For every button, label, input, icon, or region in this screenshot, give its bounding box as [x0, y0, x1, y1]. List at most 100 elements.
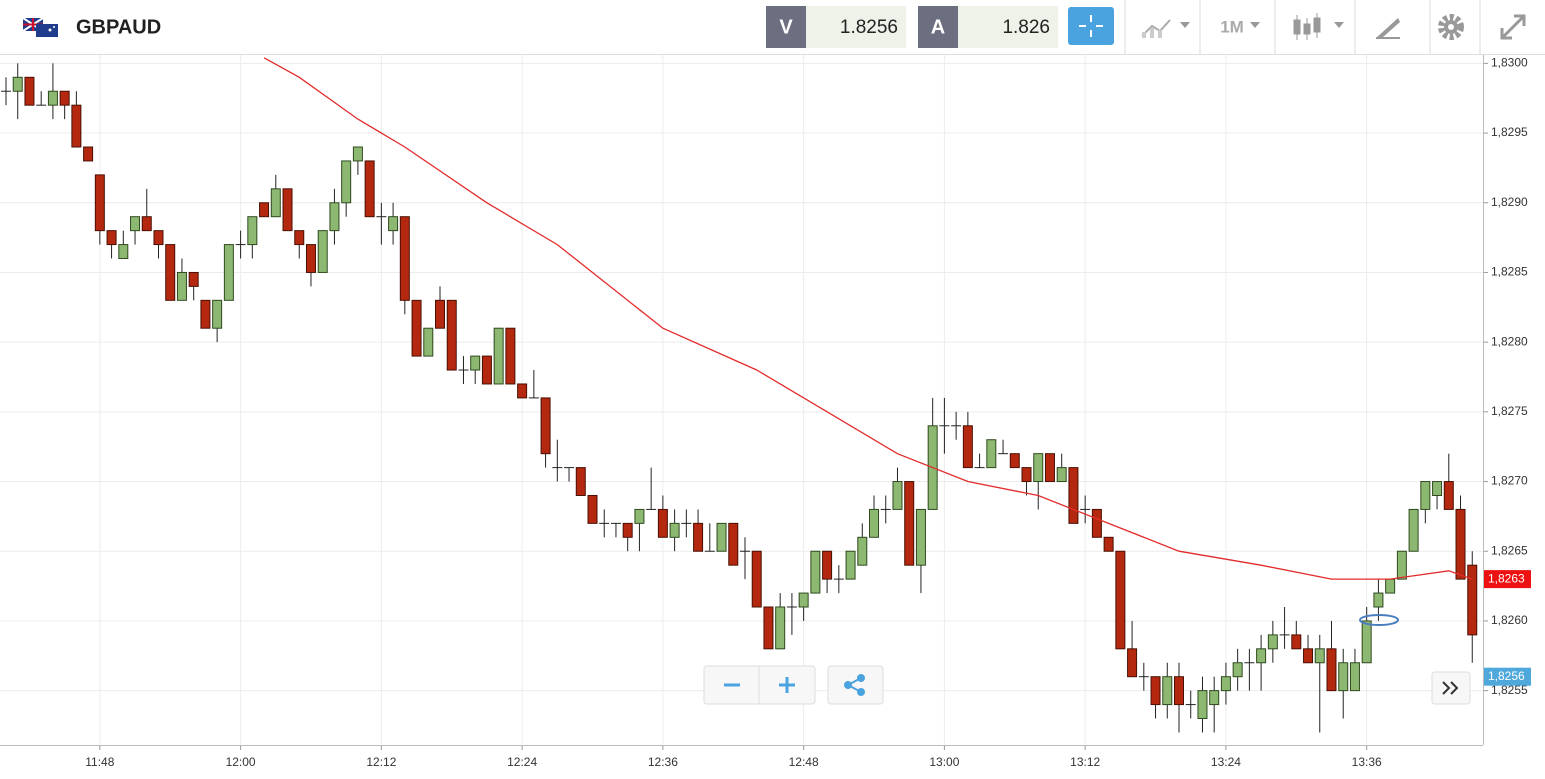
share-box [827, 665, 884, 705]
draw-button[interactable] [1376, 18, 1400, 39]
candle-body [1091, 508, 1102, 538]
moving-average-line [263, 57, 1473, 580]
scroll-end-button[interactable] [1442, 681, 1459, 695]
candle-body [716, 522, 727, 552]
y-tick-label: 1,8265 [1491, 543, 1528, 557]
y-tick-label: 1,8280 [1491, 334, 1528, 348]
crosshair-button[interactable] [1068, 7, 1114, 45]
candle-body [1127, 648, 1138, 678]
candle-body [282, 188, 293, 232]
candle-body [1197, 690, 1208, 720]
candle-body [775, 606, 786, 650]
candle-body [1291, 634, 1302, 650]
candle-body [575, 467, 586, 496]
y-tick-label: 1,8290 [1491, 195, 1528, 209]
settings-button[interactable] [1438, 14, 1464, 40]
candle-body [962, 425, 973, 469]
candle-body [270, 188, 281, 218]
ask-label: A [931, 16, 945, 38]
zoom-in-button[interactable] [779, 677, 795, 693]
candle-body [1162, 676, 1173, 706]
timeframe[interactable]: 1M [1220, 17, 1244, 36]
candle-body [71, 104, 82, 148]
candle-body [622, 522, 633, 538]
candle-body [657, 508, 668, 538]
annotation-ellipse [1359, 614, 1399, 626]
y-tick-label: 1,8285 [1491, 265, 1528, 279]
candle-body [1326, 648, 1337, 692]
candle-body [294, 230, 305, 246]
candle-body [200, 299, 211, 329]
candle-body [1150, 676, 1161, 706]
candle-body [1209, 690, 1220, 706]
candle-body [153, 230, 164, 246]
price-badge [1484, 667, 1531, 686]
y-tick-label: 1,8270 [1491, 474, 1528, 488]
x-tick-label: 13:00 [929, 755, 959, 769]
candle-body [247, 216, 258, 246]
timeframe-arrow [1250, 22, 1260, 28]
x-tick-label: 12:00 [226, 755, 256, 769]
chart-type-button[interactable] [1293, 13, 1344, 40]
candle-body [1103, 536, 1114, 552]
candle-body [669, 522, 680, 538]
candle-body [1408, 508, 1419, 552]
candle-body [1115, 550, 1126, 650]
x-tick-label: 12:36 [648, 755, 678, 769]
candle-body [305, 244, 316, 273]
candle-body [1303, 648, 1314, 664]
candle-body [94, 174, 105, 232]
candle-body [1396, 550, 1407, 580]
candle-body [223, 244, 234, 301]
candle-body [212, 299, 223, 329]
candle-body [130, 216, 141, 232]
candle-body [12, 76, 23, 92]
candle-body [317, 230, 328, 273]
candle-body [59, 90, 70, 106]
candle-body [1220, 676, 1231, 692]
candle-body [798, 592, 809, 608]
y-tick-label: 1,8260 [1491, 613, 1528, 627]
candle-body [845, 550, 856, 580]
candle-body [188, 271, 199, 287]
candle-body [1420, 481, 1431, 510]
candle-body [1174, 676, 1184, 706]
candle-body [1056, 467, 1067, 483]
candle-body [481, 355, 492, 385]
scroll-end-box [1431, 671, 1471, 705]
candle-body [517, 383, 528, 399]
bid-box[interactable] [806, 6, 906, 48]
candle-body [411, 299, 422, 357]
price-badge [1484, 570, 1531, 589]
candle-body [904, 481, 915, 566]
candle-body [869, 508, 880, 538]
candle-body [822, 550, 833, 580]
x-tick-label: 13:36 [1352, 755, 1382, 769]
candle-body [892, 481, 903, 510]
share-button[interactable] [844, 674, 865, 696]
candle-body [329, 202, 340, 232]
candle-body [810, 550, 821, 594]
candle-body [1385, 578, 1396, 594]
candle-body [1009, 453, 1020, 469]
candle-body [751, 550, 762, 608]
candle-body [388, 216, 399, 232]
candle-body [540, 397, 551, 455]
candle-body [1068, 467, 1079, 524]
candle-body [399, 216, 410, 301]
candle-body [83, 146, 94, 162]
ask-value: 1.826 [1002, 17, 1050, 38]
x-tick-label: 13:24 [1211, 755, 1241, 769]
candle-body [470, 355, 481, 371]
candle-body [1467, 564, 1478, 636]
ask-box[interactable] [958, 6, 1058, 48]
bid-tag [766, 6, 806, 48]
symbol: GBPAUD [76, 16, 161, 38]
candle-body [1373, 592, 1384, 608]
fullscreen-button[interactable] [1500, 14, 1526, 40]
indicator-button[interactable] [1141, 19, 1190, 38]
y-tick-label: 1,8255 [1491, 683, 1528, 697]
candle-body [763, 606, 774, 650]
candle-body [446, 299, 457, 371]
